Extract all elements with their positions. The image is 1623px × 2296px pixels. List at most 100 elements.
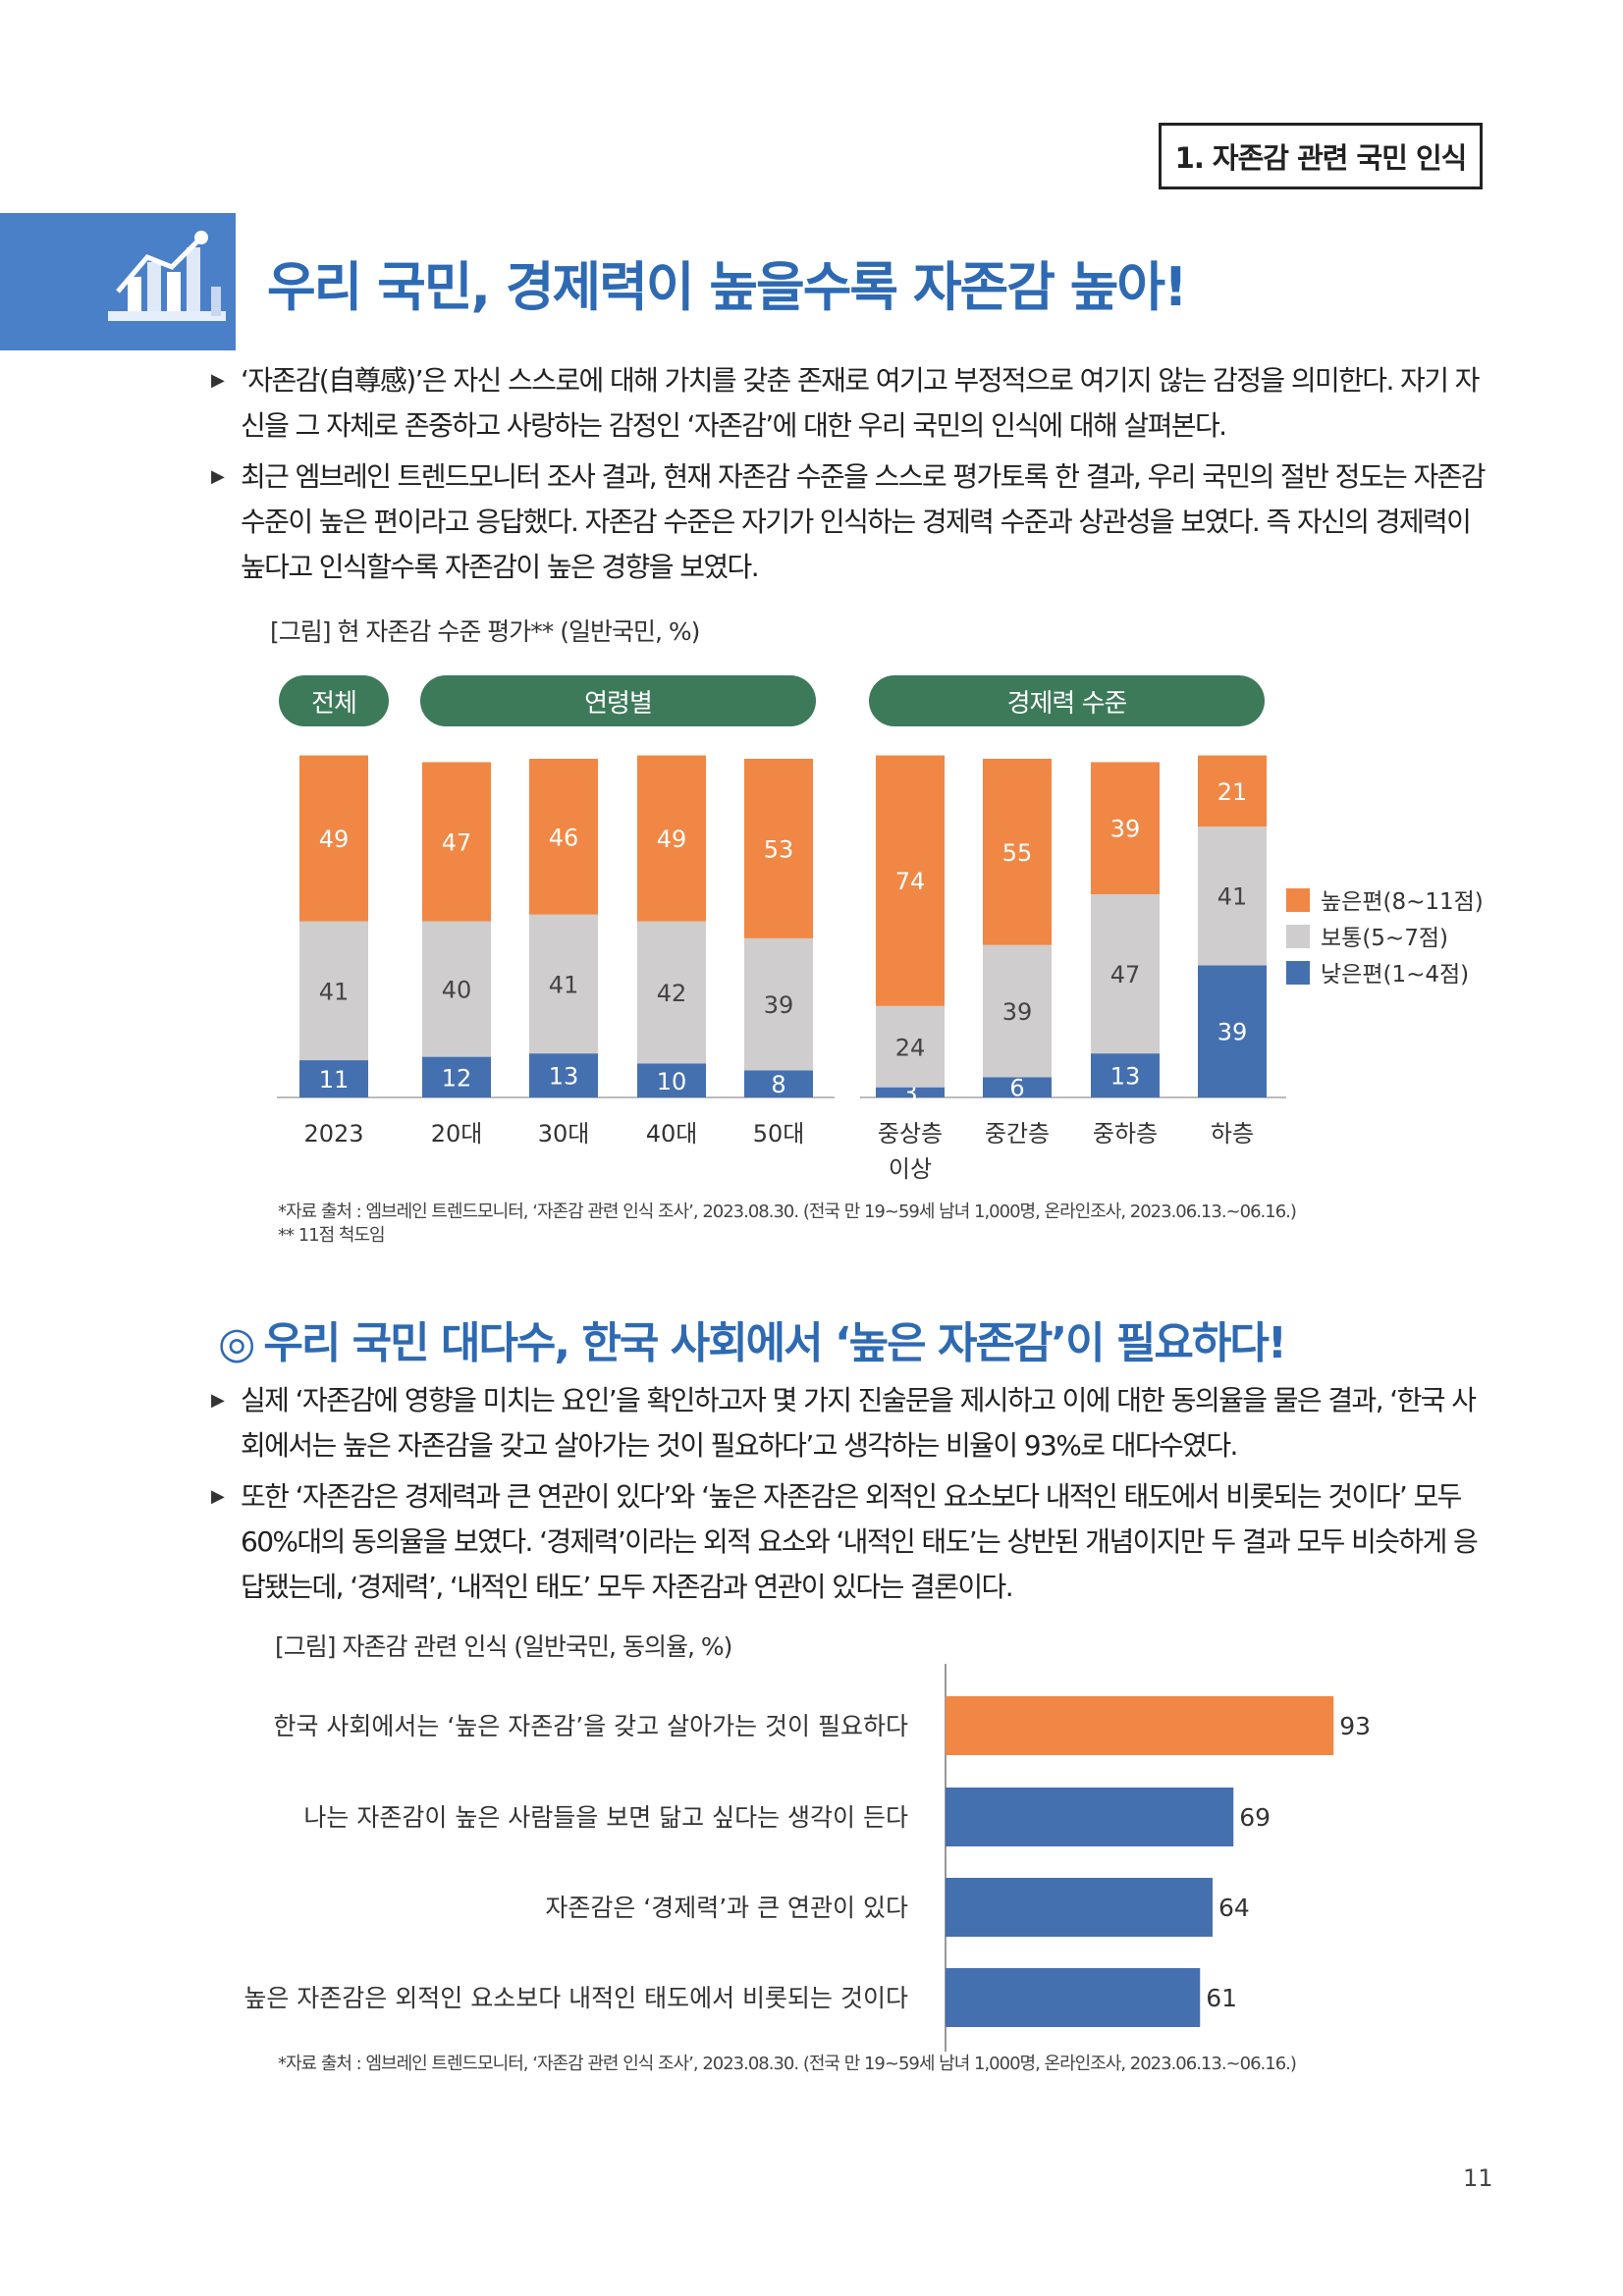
category-label: 30대 xyxy=(538,1120,590,1148)
bar-segment xyxy=(637,755,706,922)
data-label: 42 xyxy=(657,980,687,1007)
bar-segment xyxy=(1091,894,1160,1054)
figure2-source: *자료 출처 : 엠브레인 트렌드모니터, ‘자존감 관련 인식 조사’, 20… xyxy=(278,2054,1297,2074)
figure1-caption: [그림] 현 자존감 수준 평가** (일반국민, %) xyxy=(270,617,700,646)
bar xyxy=(946,1878,1213,1937)
data-label: 39 xyxy=(1110,816,1141,843)
page-number: 11 xyxy=(1463,2164,1493,2192)
bar-segment xyxy=(1198,827,1267,966)
category-label: 20대 xyxy=(431,1120,483,1148)
category-label: 중하층 xyxy=(1093,1120,1158,1148)
data-label: 47 xyxy=(1110,961,1141,988)
section1-paragraph-2: ▶ 최근 엠브레인 트렌드모니터 조사 결과, 현재 자존감 수준을 스스로 평… xyxy=(211,454,1488,590)
data-label: 8 xyxy=(771,1071,785,1098)
group-label-economic: 경제력 수준 xyxy=(869,675,1265,726)
category-label: 높은 자존감은 외적인 요소보다 내적인 태도에서 비롯되는 것이다 xyxy=(243,1984,908,2012)
bar-segment xyxy=(299,921,368,1061)
bar-segment xyxy=(1091,762,1160,894)
bar xyxy=(946,1788,1234,1846)
figure1-source: *자료 출처 : 엠브레인 트렌드모니터, ‘자존감 관련 인식 조사’, 20… xyxy=(278,1201,1297,1222)
horizontal-bar-chart: 93 한국 사회에서는 ‘높은 자존감’을 갖고 살아가는 것이 필요하다 69 나는… xyxy=(243,1664,1371,2052)
section2-paragraph-2: ▶ 또한 ‘자존감은 경제력과 큰 연관이 있다’와 ‘높은 자존감은 외적인 … xyxy=(211,1474,1488,1610)
bar-segment xyxy=(876,1087,945,1097)
data-label: 12 xyxy=(442,1064,472,1092)
data-label: 41 xyxy=(1217,883,1248,911)
paragraph-text: 실제 ‘자존감에 영향을 미치는 요인’을 확인하고자 몇 가지 진술문을 제시… xyxy=(241,1384,1477,1462)
bar-segment xyxy=(876,1005,945,1088)
data-label: 10 xyxy=(657,1068,687,1095)
bar-segment xyxy=(983,759,1052,945)
data-label: 53 xyxy=(764,835,794,863)
bar-segment xyxy=(422,1056,491,1097)
figure2-caption: [그림] 자존감 관련 인식 (일반국민, 동의율, %) xyxy=(275,1632,732,1661)
data-label: 74 xyxy=(895,868,926,895)
group-label-text: 전체 xyxy=(311,688,357,719)
data-label: 13 xyxy=(549,1063,579,1091)
bar-segment xyxy=(529,914,598,1054)
paragraph-text: 최근 엠브레인 트렌드모니터 조사 결과, 현재 자존감 수준을 스스로 평가토… xyxy=(241,460,1487,583)
data-label: 49 xyxy=(319,826,350,853)
category-label: 자존감은 ‘경제력’과 큰 연관이 있다 xyxy=(545,1894,908,1922)
group-label-text: 경제력 수준 xyxy=(1006,688,1128,719)
section1-paragraph-1: ▶ ‘자존감(自尊感)’은 자신 스스로에 대해 가치를 갖춘 존재로 여기고 … xyxy=(211,358,1488,449)
section2-title: 우리 국민 대다수, 한국 사회에서 ‘높은 자존감’이 필요하다! xyxy=(263,1318,1286,1368)
data-label: 49 xyxy=(657,826,687,853)
category-label: 중상층 xyxy=(878,1120,943,1148)
chart-icon xyxy=(108,231,226,321)
bar-segment xyxy=(744,759,813,938)
category-label: 중간층 xyxy=(985,1120,1050,1148)
section2-title-row: ◎ 우리 국민 대다수, 한국 사회에서 ‘높은 자존감’이 필요하다! xyxy=(218,1308,1287,1370)
chart-illustration-icon xyxy=(0,213,236,350)
section-label: 1. 자존감 관련 국민 인식 xyxy=(1174,141,1468,175)
bar-segment xyxy=(299,755,368,922)
data-label: 39 xyxy=(1002,998,1033,1026)
bullet-icon: ▶ xyxy=(211,1486,225,1507)
category-label: 2023 xyxy=(303,1120,363,1148)
legend-swatch xyxy=(1286,888,1310,912)
stacked-bar-chart: 11 41 49 2023 12 40 47 20대 13 41 46 30대 10 42 49 40대 8 39… xyxy=(277,755,1484,1183)
legend-label: 높은편(8~11점) xyxy=(1321,889,1484,915)
bar xyxy=(946,1968,1201,2027)
paragraph-text: 또한 ‘자존감은 경제력과 큰 연관이 있다’와 ‘높은 자존감은 외적인 요소… xyxy=(241,1480,1479,1603)
legend-label: 보통(5~7점) xyxy=(1321,926,1448,951)
section-label-box: 1. 자존감 관련 국민 인식 xyxy=(1159,123,1483,189)
data-label: 69 xyxy=(1239,1803,1271,1832)
data-label: 24 xyxy=(895,1034,926,1061)
bar-segment xyxy=(983,1077,1052,1097)
bar-segment xyxy=(876,755,945,1006)
bar-segment xyxy=(637,921,706,1064)
bar-segment xyxy=(1198,965,1267,1097)
bar-segment xyxy=(744,1070,813,1097)
bullet-icon: ▶ xyxy=(211,370,225,391)
data-label: 41 xyxy=(549,971,579,998)
category-label: 한국 사회에서는 ‘높은 자존감’을 갖고 살아가는 것이 필요하다 xyxy=(273,1712,908,1740)
section2-paragraph-1: ▶ 실제 ‘자존감에 영향을 미치는 요인’을 확인하고자 몇 가지 진술문을 … xyxy=(211,1378,1488,1468)
figure1-note: ** 11점 척도임 xyxy=(278,1225,386,1246)
group-label-text: 연령별 xyxy=(584,688,653,719)
legend-label: 낮은편(1~4점) xyxy=(1321,962,1469,988)
group-label-age: 연령별 xyxy=(420,675,816,726)
category-label: 50대 xyxy=(753,1120,805,1148)
category-label: 나는 자존감이 높은 사람들을 보면 닮고 싶다는 생각이 든다 xyxy=(303,1803,908,1832)
bar-segment xyxy=(299,1060,368,1097)
data-label: 21 xyxy=(1217,778,1248,806)
data-label: 11 xyxy=(319,1066,350,1094)
data-label: 61 xyxy=(1206,1984,1237,2012)
section1-title: 우리 국민, 경제력이 높을수록 자존감 높아! xyxy=(267,256,1188,318)
legend-swatch xyxy=(1286,925,1310,948)
data-label: 40 xyxy=(442,977,472,1004)
data-label: 6 xyxy=(1009,1075,1024,1102)
group-label-total: 전체 xyxy=(279,675,389,726)
data-label: 93 xyxy=(1339,1712,1371,1740)
data-label: 41 xyxy=(319,978,350,1005)
category-label: 하층 xyxy=(1211,1120,1254,1148)
bar-segment xyxy=(529,759,598,915)
bar-segment xyxy=(1198,755,1267,827)
data-label: 55 xyxy=(1002,839,1033,867)
bar-segment xyxy=(1091,1053,1160,1097)
bullet-icon: ▶ xyxy=(211,1390,225,1411)
data-label: 39 xyxy=(1217,1019,1248,1046)
circle-target-icon: ◎ xyxy=(218,1318,255,1368)
category-label: 이상 xyxy=(889,1155,932,1183)
bar-segment xyxy=(529,1053,598,1097)
